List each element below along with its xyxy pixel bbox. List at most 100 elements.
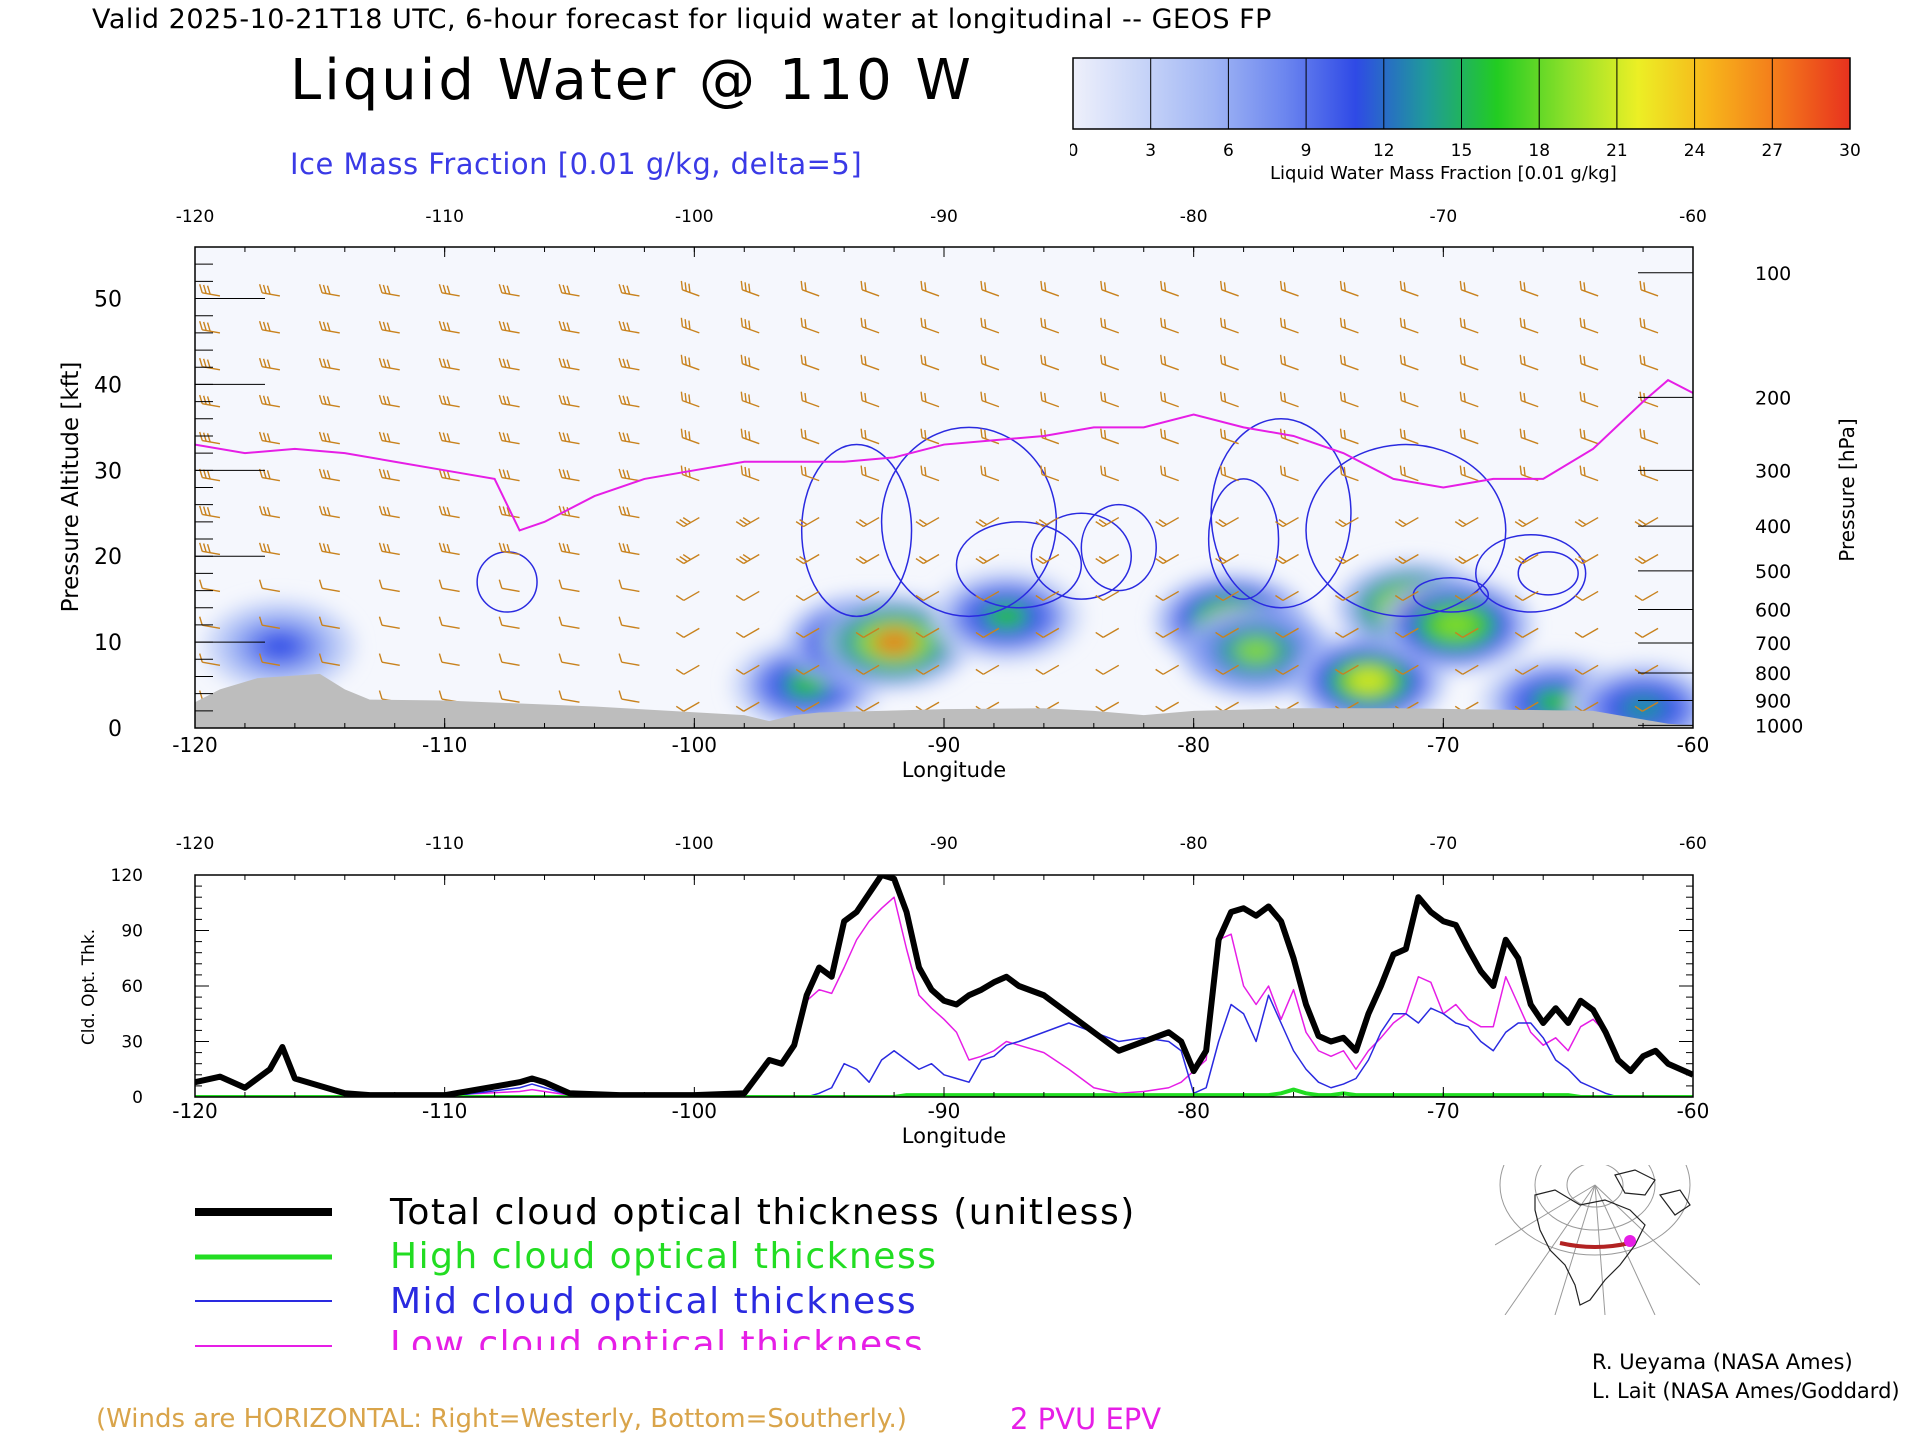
wind-barb (1035, 553, 1060, 565)
wind-barb (498, 690, 520, 703)
liquid-water-blob (257, 632, 302, 661)
wind-barb (258, 616, 281, 630)
wind-barb (1040, 280, 1060, 297)
wind-barb (1095, 590, 1120, 602)
y-tick-label: 0 (108, 717, 122, 742)
wind-barb (1100, 280, 1120, 297)
wind-barb (675, 516, 700, 528)
wind-barb (740, 354, 760, 371)
wind-barb (740, 428, 760, 445)
wind-barb (618, 357, 640, 371)
wind-barb (318, 542, 340, 556)
liquid-water-field (204, 561, 1693, 728)
wind-barb (318, 320, 340, 334)
wind-barb (258, 394, 281, 408)
wind-barb (1579, 354, 1599, 371)
wind-barb (980, 465, 1000, 482)
wind-barb (1219, 280, 1239, 297)
wind-barb (258, 505, 281, 519)
wind-barb (1639, 428, 1659, 445)
wind-barb (975, 664, 1000, 675)
wind-barb (1155, 516, 1180, 528)
y-tick-label: 120 (111, 866, 143, 886)
wind-barb (558, 616, 580, 630)
wind-barb (675, 553, 700, 565)
wind-barb (915, 553, 940, 565)
pressure-tick-label: 800 (1755, 663, 1791, 685)
wind-barb (378, 394, 400, 408)
wind-barb (800, 391, 820, 408)
x-tick-label: -90 (928, 1099, 961, 1123)
legend: Total cloud optical thickness (unitless)… (195, 1192, 1134, 1350)
wind-barb (438, 505, 460, 519)
wind-barb (800, 465, 820, 482)
colorbar-label: Liquid Water Mass Fraction [0.01 g/kg] (1270, 163, 1617, 184)
wind-barb (735, 590, 760, 602)
legend-label-low: Low cloud optical thickness (390, 1324, 924, 1350)
wind-barb (1160, 465, 1179, 482)
pressure-tick-label: 900 (1755, 691, 1791, 713)
wind-barb (915, 590, 940, 602)
wind-barb (558, 320, 580, 334)
wind-barb (675, 701, 700, 712)
wind-barb (1519, 280, 1539, 297)
wind-barb (1574, 627, 1599, 638)
pressure-tick-label: 700 (1755, 633, 1791, 655)
y-axis-label: Cld. Opt. Thk. (79, 929, 99, 1045)
ice-contour (1207, 478, 1280, 600)
wind-barb (1279, 465, 1299, 482)
wind-barb (438, 542, 460, 556)
forecast-point-marker (1624, 1235, 1636, 1247)
wind-barb (1040, 465, 1060, 482)
liquid-water-blob (871, 628, 917, 656)
wind-barb (1219, 391, 1239, 408)
wind-barb (1394, 664, 1419, 675)
ice-contour (955, 521, 1083, 609)
wind-barb (1095, 664, 1120, 675)
wind-barb (1634, 627, 1659, 638)
wind-barb (1040, 317, 1060, 334)
wind-barb (258, 542, 281, 556)
wind-barb (318, 357, 340, 371)
pressure-tick-label: 300 (1755, 460, 1791, 482)
wind-barb (378, 468, 400, 482)
legend-label-high: High cloud optical thickness (390, 1236, 937, 1277)
wind-barb (1459, 465, 1479, 482)
wind-barb (558, 431, 580, 445)
colorbar-tick: 24 (1684, 141, 1706, 161)
wind-barb (498, 616, 520, 630)
wind-barb (680, 354, 700, 371)
wind-barb (800, 354, 820, 371)
wind-barb (1399, 391, 1419, 408)
wind-barb (1454, 627, 1479, 638)
wind-barb (318, 616, 340, 630)
wind-barb (1339, 391, 1359, 408)
wind-barb (438, 394, 460, 408)
wind-barb (1219, 465, 1239, 482)
wind-barb (1519, 391, 1539, 408)
wind-barb (920, 317, 940, 334)
wind-barb (795, 553, 820, 565)
wind-barb (1579, 317, 1599, 334)
wind-barb (675, 627, 700, 638)
locator-map (1495, 1165, 1700, 1315)
wind-barb (1215, 590, 1239, 602)
wind-barb (1279, 354, 1299, 371)
wind-barb (1160, 428, 1179, 445)
x-tick-label: -70 (1427, 733, 1460, 757)
wind-barb (860, 465, 880, 482)
wind-barb (1035, 516, 1060, 528)
wind-barb (1335, 664, 1359, 675)
chart-title: Liquid Water @ 110 W (290, 48, 974, 113)
wind-barb (618, 394, 640, 408)
wind-barb (1095, 516, 1120, 528)
ice-contour-label: Ice Mass Fraction [0.01 g/kg, delta=5] (290, 147, 863, 181)
wind-barb (558, 468, 580, 482)
wind-barb (1279, 391, 1299, 408)
wind-barb (1160, 391, 1179, 408)
wind-barb (258, 357, 281, 371)
wind-barb (1519, 317, 1539, 334)
x-tick-label-top: -100 (675, 207, 714, 227)
ice-contour (880, 426, 1058, 618)
wind-barb (855, 553, 880, 565)
